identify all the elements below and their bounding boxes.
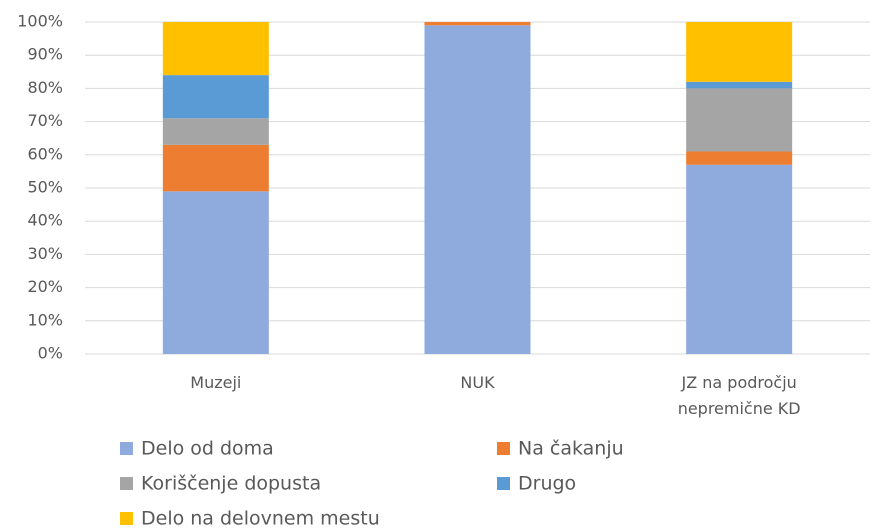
legend-swatch: [497, 477, 510, 490]
bar-segment: [162, 22, 269, 76]
bar-segment: [686, 151, 793, 165]
bar-segment: [424, 25, 531, 354]
legend-label: Delo na delovnem mestu: [141, 508, 380, 528]
y-tick-label: 40%: [27, 211, 63, 230]
y-tick-label: 30%: [27, 244, 63, 263]
y-tick-label: 60%: [27, 144, 63, 163]
legend-label: Delo od doma: [141, 438, 274, 460]
legend-swatch: [120, 477, 133, 490]
legend-swatch: [497, 442, 510, 455]
bar-segment: [686, 164, 793, 354]
bar-segment: [686, 22, 793, 82]
bar-segment: [162, 75, 269, 119]
y-tick-label: 10%: [27, 310, 63, 329]
y-tick-label: 90%: [27, 45, 63, 64]
y-tick-label: 80%: [27, 78, 63, 97]
bar-segment: [162, 144, 269, 192]
legend-label: Na čakanju: [518, 438, 624, 460]
y-tick-label: 70%: [27, 111, 63, 130]
y-tick-label: 20%: [27, 277, 63, 296]
x-tick-label: Muzeji: [190, 373, 242, 392]
x-tick-label: NUK: [460, 373, 495, 392]
y-tick-label: 50%: [27, 178, 63, 197]
y-tick-label: 100%: [17, 12, 63, 31]
bar-segment: [424, 22, 531, 26]
bar-segment: [162, 191, 269, 354]
legend-swatch: [120, 512, 133, 525]
legend-label: Koriščenje dopusta: [141, 473, 321, 495]
legend-label: Drugo: [518, 473, 576, 495]
bar-segment: [686, 88, 793, 152]
y-tick-label: 0%: [38, 344, 63, 363]
x-tick-label: JZ na področju nepremične KD: [677, 373, 801, 418]
bar-segment: [162, 118, 269, 145]
bar-segment: [686, 81, 793, 89]
legend-swatch: [120, 442, 133, 455]
